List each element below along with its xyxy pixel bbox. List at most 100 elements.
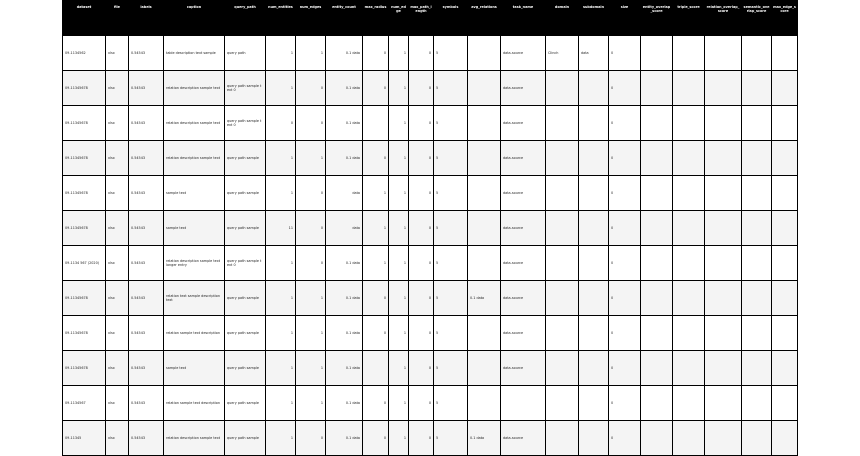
column-header[interactable]: caption <box>163 0 225 36</box>
table-row: 09-1134 567 (2020) xlsx 0.54543 relation de… <box>62 245 798 281</box>
table-row: 09-11345678 xlsx 0.54543 relation sample te… <box>62 315 798 351</box>
table-cell <box>771 385 798 421</box>
column-header[interactable]: num_entities <box>265 0 296 36</box>
table-cell: relation description sample text <box>163 105 225 141</box>
table-cell: data-source <box>500 280 546 316</box>
table-cell <box>545 105 579 141</box>
table-cell <box>545 385 579 421</box>
table-cell <box>640 350 673 386</box>
column-header[interactable]: subdomain <box>578 0 609 36</box>
table-cell: 0 <box>408 105 434 141</box>
table-cell <box>467 385 501 421</box>
table-cell: relation description sample text <box>163 70 225 106</box>
column-header[interactable]: triple_score <box>672 0 705 36</box>
table-cell <box>741 35 772 71</box>
table-cell: 0 <box>362 35 389 71</box>
column-header[interactable]: dataset <box>62 0 106 36</box>
table-cell <box>741 280 772 316</box>
table-cell <box>467 105 501 141</box>
table-cell: relation description sample text <box>163 420 225 456</box>
table-cell <box>704 35 742 71</box>
table-row: 09-1134567 xlsx 0.54543 relation sample tex… <box>62 385 798 421</box>
table-cell <box>578 315 609 351</box>
table-cell: 0.1 data <box>325 105 363 141</box>
table-cell: 0.54543 <box>128 280 164 316</box>
table-cell <box>578 350 609 386</box>
column-header[interactable]: entity_overlap_score <box>640 0 673 36</box>
table-cell: 0.1 data <box>325 140 363 176</box>
table-cell: 1 <box>265 70 296 106</box>
column-header[interactable]: size <box>608 0 641 36</box>
table-cell <box>704 350 742 386</box>
table-cell: 0 <box>608 210 641 246</box>
table-cell: 0 <box>608 315 641 351</box>
column-header[interactable]: num_edge <box>388 0 409 36</box>
table-cell: relation sample text description <box>163 315 225 351</box>
table-cell <box>771 315 798 351</box>
table-cell: 1 <box>295 140 326 176</box>
table-cell: 0.1 data <box>467 280 501 316</box>
table-cell <box>545 175 579 211</box>
column-header[interactable]: max_radius <box>362 0 389 36</box>
table-cell: 09-1134 567 (2020) <box>62 245 106 281</box>
table-cell: 0.54543 <box>128 210 164 246</box>
table-cell: 0 <box>408 175 434 211</box>
table-cell <box>578 420 609 456</box>
table-cell: 09-11345678 <box>62 140 106 176</box>
table-cell <box>704 70 742 106</box>
table-cell: 1 <box>388 280 409 316</box>
data-table: dataset file labels caption query_path num_en… <box>62 0 798 456</box>
table-cell: 1 <box>362 175 389 211</box>
table-cell: 1 <box>362 210 389 246</box>
column-header[interactable]: avg_relations <box>467 0 501 36</box>
table-cell: 1 <box>265 280 296 316</box>
column-header[interactable]: symbols <box>433 0 468 36</box>
table-cell: 0.54543 <box>128 175 164 211</box>
table-cell: 5 <box>433 105 468 141</box>
column-header[interactable]: task_name <box>500 0 546 36</box>
table-cell <box>672 70 705 106</box>
table-cell <box>672 420 705 456</box>
table-cell <box>771 420 798 456</box>
table-cell: 0.54543 <box>128 140 164 176</box>
table-cell: 1 <box>388 175 409 211</box>
table-cell: 09-11345678 <box>62 210 106 246</box>
table-row: 09-11345678 xlsx 0.54543 sample text query p… <box>62 210 798 246</box>
table-cell <box>467 70 501 106</box>
table-cell <box>672 105 705 141</box>
table-cell: 5 <box>433 175 468 211</box>
table-cell: 0 <box>608 35 641 71</box>
table-cell <box>771 350 798 386</box>
column-header[interactable]: max_edge_score <box>771 0 798 36</box>
column-header[interactable]: num_edges <box>295 0 326 36</box>
table-cell <box>578 105 609 141</box>
table-cell: 1 <box>295 385 326 421</box>
table-cell: query path sample text 0 <box>224 245 266 281</box>
column-header[interactable]: relation_overlap_score <box>704 0 742 36</box>
table-cell <box>467 140 501 176</box>
table-cell: query path sample <box>224 280 266 316</box>
table-cell <box>467 350 501 386</box>
column-header[interactable]: labels <box>128 0 164 36</box>
table-cell <box>704 175 742 211</box>
header-row: dataset file labels caption query_path num_en… <box>62 0 798 36</box>
table-cell <box>741 350 772 386</box>
table-cell: table description text sample <box>163 35 225 71</box>
table-cell <box>545 280 579 316</box>
column-header[interactable]: entity_count <box>325 0 363 36</box>
table-cell <box>640 420 673 456</box>
column-header[interactable]: file <box>105 0 129 36</box>
table-cell: 0 <box>608 245 641 281</box>
table-cell: 0.1 data <box>325 385 363 421</box>
column-header[interactable]: max_path_length <box>408 0 434 36</box>
table-cell: 5 <box>433 140 468 176</box>
column-header[interactable]: semantic_overlap_score <box>741 0 772 36</box>
table-row: 09-11345678 xlsx 0.54543 relation descripti… <box>62 105 798 141</box>
table-cell: 0.1 data <box>325 350 363 386</box>
table-cell <box>771 175 798 211</box>
column-header[interactable]: domain <box>545 0 579 36</box>
table-cell: 0.54543 <box>128 105 164 141</box>
table-cell <box>545 210 579 246</box>
column-header[interactable]: query_path <box>224 0 266 36</box>
table-cell: 0 <box>608 280 641 316</box>
